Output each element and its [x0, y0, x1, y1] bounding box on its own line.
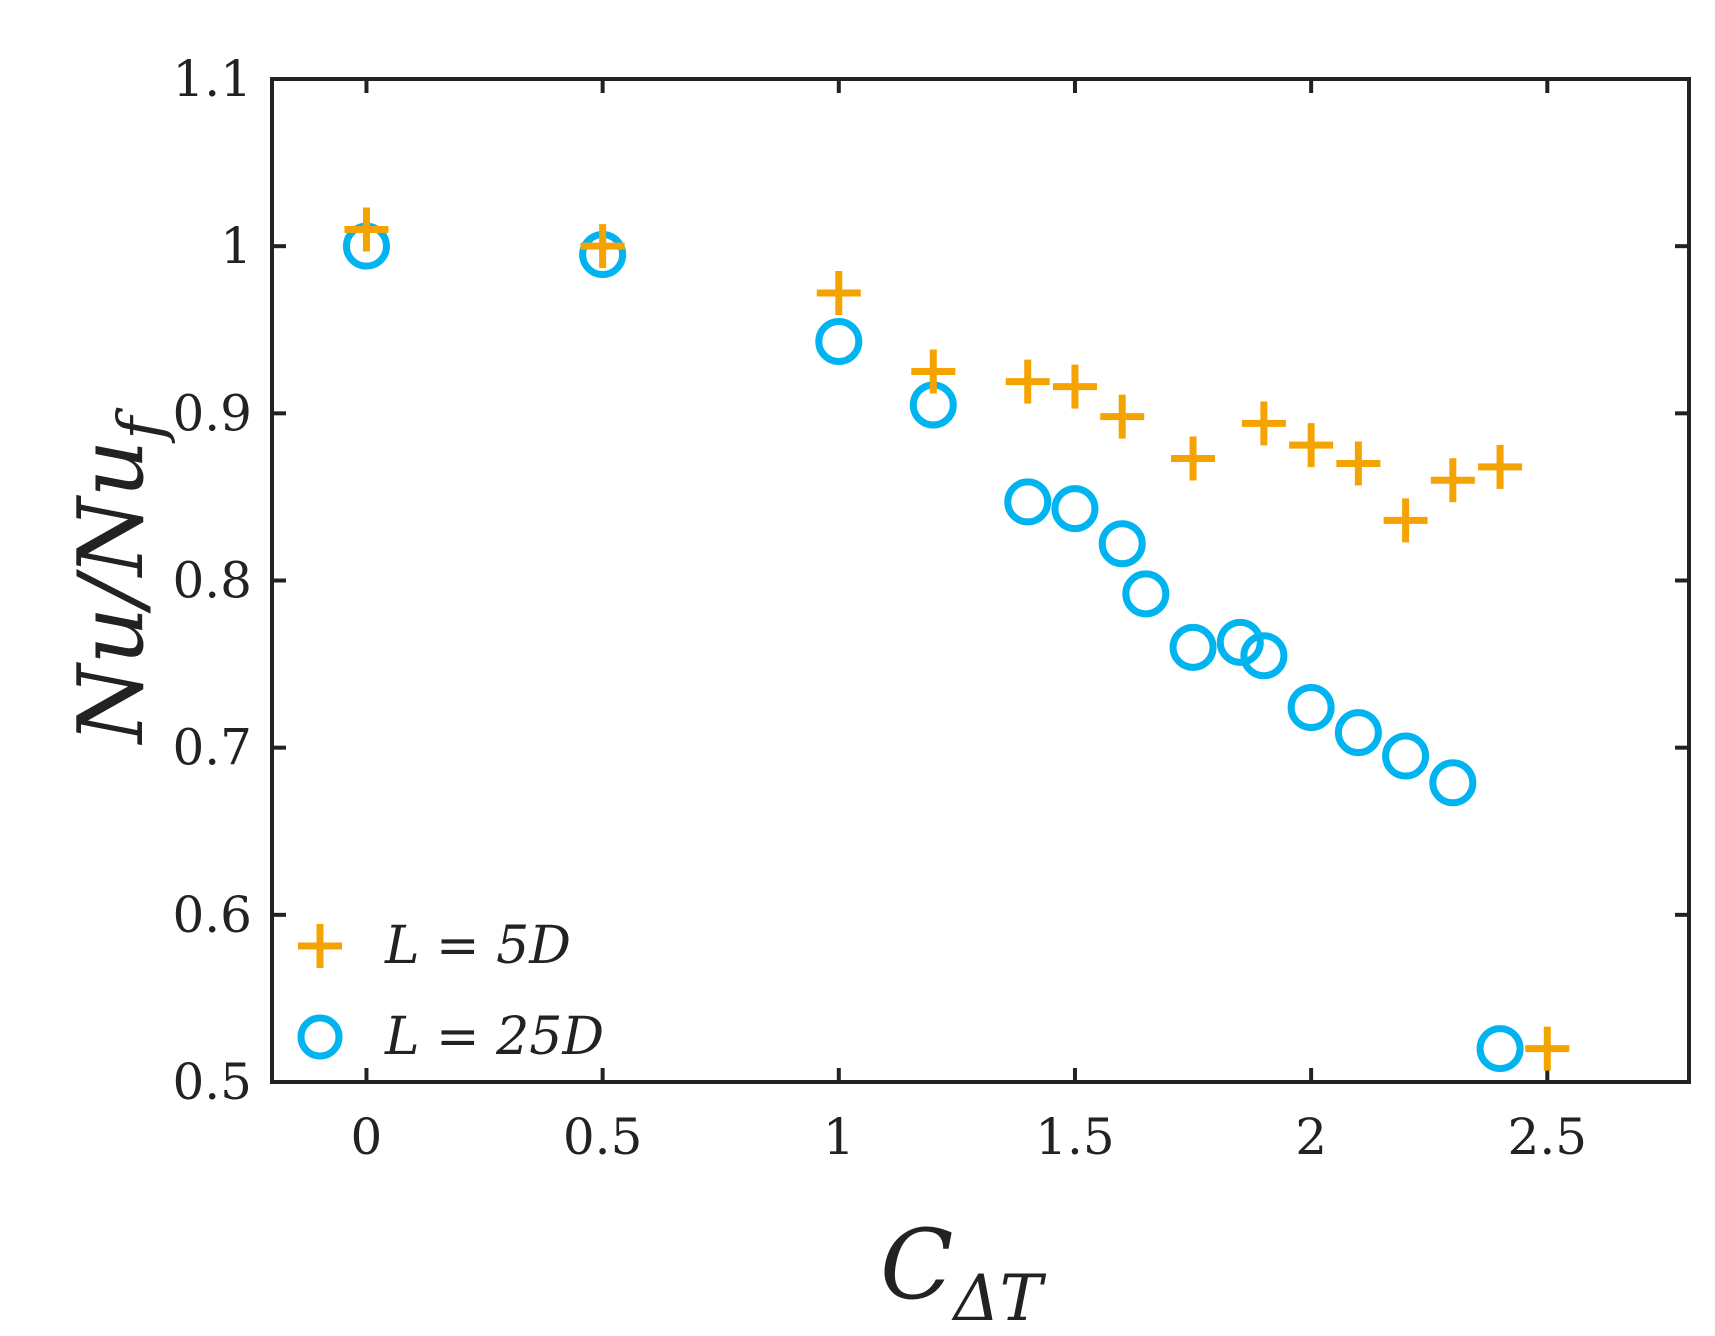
x-tick-label: 0	[351, 1108, 383, 1166]
data-point-circle	[1334, 709, 1382, 757]
x-axis-label: CΔT	[880, 1209, 1047, 1336]
data-point-plus	[1478, 444, 1523, 489]
data-point-circle	[1122, 570, 1170, 618]
axis-ticks	[272, 77, 1689, 1084]
data-point-circle	[815, 317, 863, 365]
data-point-plus	[344, 207, 389, 252]
x-tick-label: 1	[823, 1108, 855, 1166]
x-tick-label: 0.5	[563, 1108, 643, 1166]
data-point-plus	[816, 270, 861, 315]
y-tick-label: 1	[220, 217, 252, 275]
y-axis-label-sub: f	[104, 407, 177, 444]
data-point-circle	[1382, 732, 1430, 780]
legend-label-l5d: L = 5D	[384, 916, 571, 976]
data-point-circle	[1098, 520, 1146, 568]
data-series	[342, 207, 1570, 1073]
x-axis-label-main: C	[880, 1209, 953, 1321]
data-point-circle	[1216, 618, 1264, 666]
data-point-plus	[1383, 498, 1428, 543]
legend-item-l5d: L = 5D	[298, 916, 571, 976]
data-point-plus	[1336, 441, 1381, 486]
x-tick-label: 2	[1295, 1108, 1327, 1166]
y-tick-label: 0.7	[172, 719, 252, 777]
tick-labels: 0 0.5 1 1.5 2 2.5 0.5 0.6 0.7 0.8 0.9 1 1.1	[172, 50, 1587, 1166]
plot-area	[270, 77, 1691, 1084]
legend: L = 5D L = 25D	[297, 916, 604, 1067]
x-tick-label: 2.5	[1508, 1108, 1588, 1166]
data-point-circle	[1287, 684, 1335, 732]
y-tick-label: 0.5	[172, 1053, 252, 1111]
y-axis-label: Nu/Nuf	[59, 407, 177, 746]
y-axis-label-main: Nu/Nu	[59, 440, 164, 746]
data-point-circle	[1051, 485, 1099, 533]
data-point-circle	[1476, 1025, 1524, 1073]
series-l5d	[344, 207, 1570, 1071]
y-tick-label: 0.8	[172, 552, 252, 610]
data-point-plus	[1171, 436, 1216, 481]
data-point-circle	[1004, 478, 1052, 526]
data-point-plus	[1100, 394, 1145, 439]
legend-marker-plus	[298, 924, 342, 968]
data-point-circle	[1240, 632, 1288, 680]
data-point-plus	[1052, 364, 1097, 409]
data-point-plus	[1005, 359, 1050, 404]
y-tick-label: 1.1	[172, 50, 252, 108]
x-tick-label: 1.5	[1035, 1108, 1115, 1166]
x-axis-label-sub: ΔT	[950, 1262, 1046, 1336]
data-point-plus	[911, 349, 956, 394]
data-point-circle	[1169, 623, 1217, 671]
legend-item-l25d: L = 25D	[297, 1007, 604, 1067]
data-point-plus	[1241, 401, 1286, 446]
data-point-plus	[1289, 423, 1334, 468]
y-tick-label: 0.6	[172, 886, 252, 944]
legend-marker-circle	[297, 1014, 343, 1060]
data-point-plus	[580, 224, 625, 269]
legend-label-l25d: L = 25D	[384, 1007, 604, 1067]
data-point-plus	[1430, 458, 1475, 503]
y-tick-label: 0.9	[172, 384, 252, 442]
data-point-plus	[1525, 1026, 1570, 1071]
data-point-circle	[1429, 759, 1477, 807]
